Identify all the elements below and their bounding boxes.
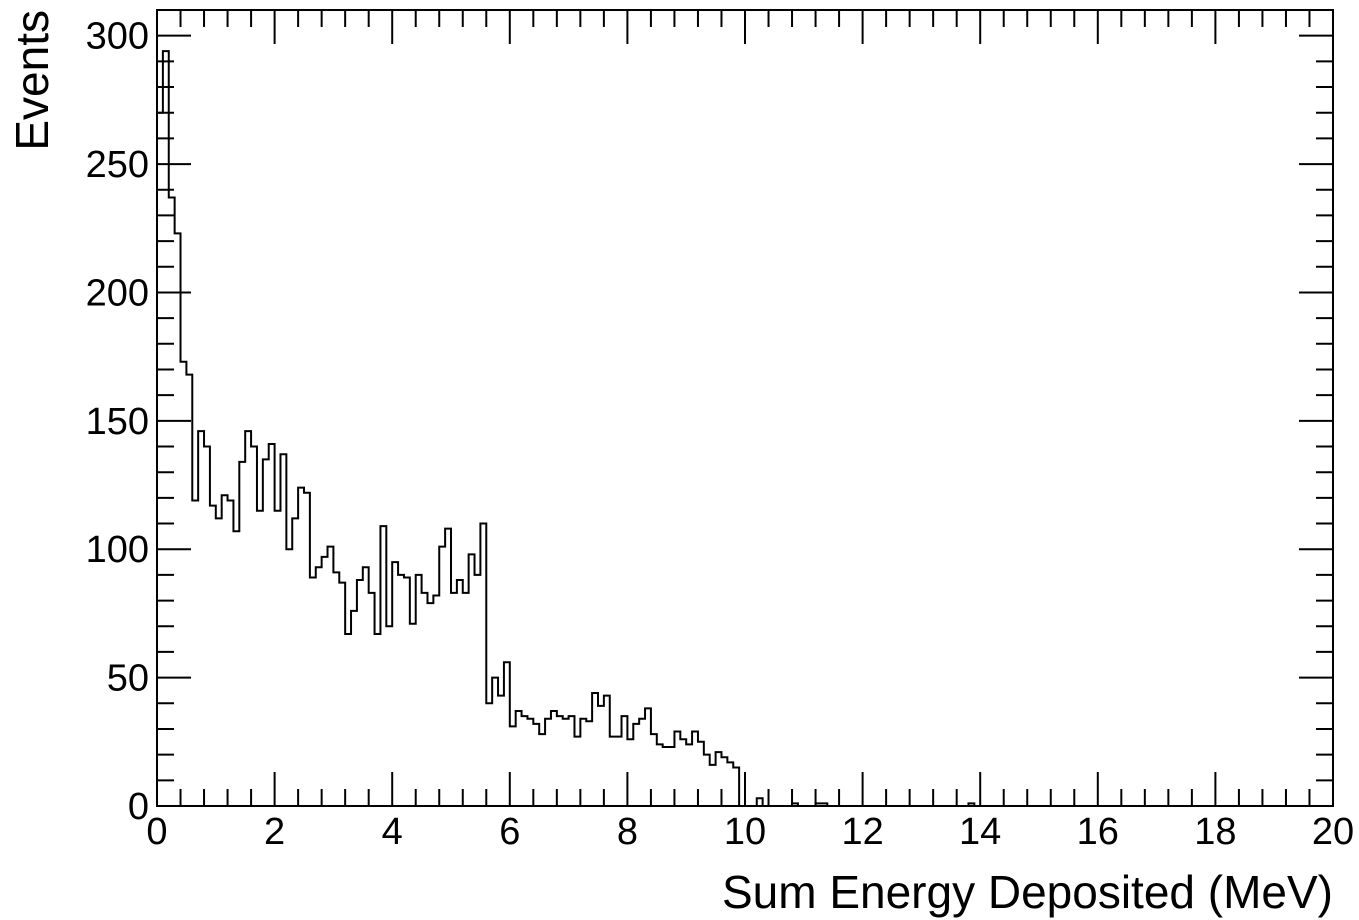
plot-frame xyxy=(156,9,1334,807)
y-axis-title: Events xyxy=(6,10,58,151)
x-tick-label: 0 xyxy=(146,811,167,853)
x-tick-label: 14 xyxy=(959,811,1001,853)
y-tick-label: 150 xyxy=(86,401,149,443)
y-tick-label: 50 xyxy=(107,658,149,700)
y-tick-label: 200 xyxy=(86,272,149,314)
x-tick-label: 4 xyxy=(382,811,403,853)
histogram-series xyxy=(156,50,1333,807)
x-tick-label: 6 xyxy=(499,811,520,853)
y-tick-label: 250 xyxy=(86,144,149,186)
x-tick-label: 18 xyxy=(1194,811,1236,853)
axis-ticks xyxy=(156,9,1334,807)
histogram-line xyxy=(156,50,1333,807)
x-tick-label: 20 xyxy=(1312,811,1354,853)
x-tick-label: 10 xyxy=(724,811,766,853)
x-tick-label: 8 xyxy=(617,811,638,853)
y-tick-label: 100 xyxy=(86,529,149,571)
x-tick-label: 2 xyxy=(264,811,285,853)
x-tick-label: 16 xyxy=(1077,811,1119,853)
y-tick-label: 300 xyxy=(86,16,149,58)
y-tick-label: 0 xyxy=(128,786,149,828)
x-axis-title: Sum Energy Deposited (MeV) xyxy=(722,866,1333,918)
x-tick-label: 12 xyxy=(841,811,883,853)
